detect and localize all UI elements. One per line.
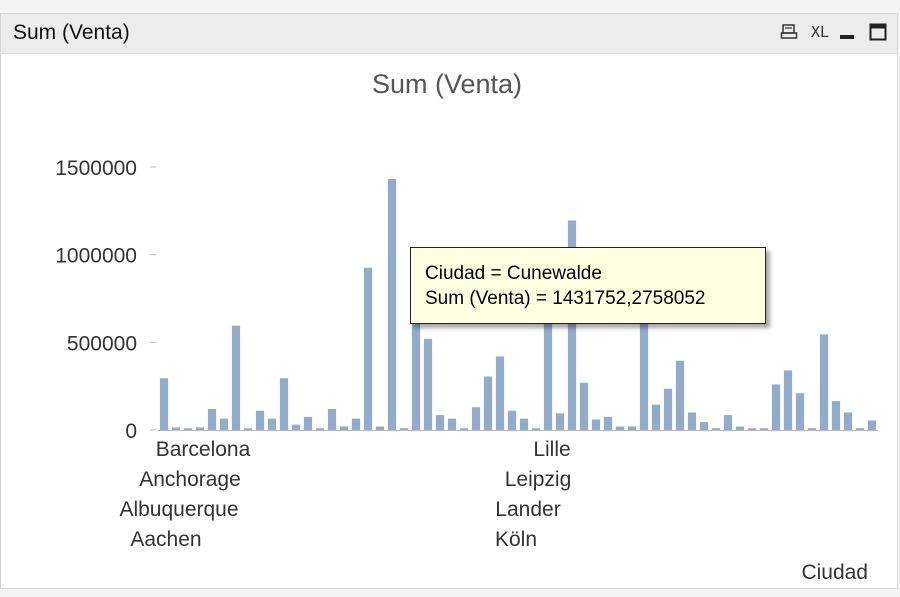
bar <box>435 415 445 430</box>
bar <box>171 427 181 430</box>
x-tick-label: Albuquerque <box>119 498 238 521</box>
xl-export-icon[interactable]: XL <box>810 23 830 41</box>
bar <box>159 378 169 430</box>
bar <box>531 428 541 430</box>
bar <box>795 393 805 430</box>
bar <box>303 416 313 431</box>
chart-title: Sum (Venta) <box>372 69 522 99</box>
bar <box>615 426 625 430</box>
bar <box>831 401 841 430</box>
bar <box>867 420 877 430</box>
bar <box>519 418 529 430</box>
bar <box>459 428 469 430</box>
bar <box>555 413 565 430</box>
bar <box>687 412 697 430</box>
bar <box>267 418 277 430</box>
bar <box>819 334 829 430</box>
bar <box>447 418 457 430</box>
bar <box>483 376 493 430</box>
bar <box>291 424 301 430</box>
bar <box>387 179 397 430</box>
hover-tooltip: Ciudad = Cunewalde Sum (Venta) = 1431752… <box>410 247 766 324</box>
bar <box>783 370 793 430</box>
y-tick-label: 500000 <box>67 332 137 355</box>
x-tick-label: Aachen <box>130 528 201 551</box>
bar <box>207 409 217 430</box>
bar <box>375 426 385 430</box>
bar <box>639 312 649 430</box>
bar <box>591 419 601 430</box>
bar <box>807 428 817 430</box>
x-tick-label: Leipzig <box>505 468 572 491</box>
bar <box>711 428 721 430</box>
bar <box>231 325 241 430</box>
bar <box>495 356 505 430</box>
bar <box>663 388 673 430</box>
bar <box>399 428 409 430</box>
bar <box>699 422 709 430</box>
y-tick-label: 1000000 <box>55 245 137 268</box>
y-tick-label: 1500000 <box>55 157 137 180</box>
bar <box>363 267 373 430</box>
bar <box>567 220 577 430</box>
window-title: Sum (Venta) <box>13 21 130 44</box>
bar <box>507 410 517 430</box>
x-axis-title: Ciudad <box>801 561 868 584</box>
bar <box>627 426 637 430</box>
x-tick-label: Lille <box>533 438 570 461</box>
bar <box>603 416 613 431</box>
x-tick-label: Köln <box>495 528 537 551</box>
print-icon[interactable] <box>779 22 799 42</box>
bar <box>651 404 661 430</box>
bar <box>735 426 745 430</box>
bar <box>423 338 433 430</box>
bar <box>411 323 421 430</box>
x-tick-label: Barcelona <box>156 438 251 461</box>
bar <box>339 426 349 430</box>
x-tick-label: Lander <box>495 498 560 521</box>
maximize-icon[interactable] <box>868 22 888 42</box>
bar <box>543 323 553 430</box>
bar <box>327 409 337 430</box>
bar <box>471 407 481 430</box>
bar <box>747 428 757 430</box>
bar <box>675 360 685 430</box>
window-caption-bar: Sum (Venta) XL <box>1 14 897 54</box>
x-tick-label: Anchorage <box>139 468 241 491</box>
tooltip-value-line: Sum (Venta) = 1431752,2758052 <box>425 288 706 309</box>
y-tick-label: 0 <box>125 420 137 443</box>
bar <box>255 410 265 430</box>
bar <box>723 415 733 430</box>
bar <box>279 378 289 430</box>
bar <box>771 384 781 430</box>
bar <box>843 412 853 430</box>
bar <box>579 382 589 430</box>
bar <box>351 418 361 430</box>
minimize-icon[interactable] <box>837 22 857 42</box>
bar <box>183 428 193 430</box>
bar <box>243 428 253 430</box>
bar <box>855 428 865 430</box>
bar <box>195 427 205 430</box>
tooltip-dimension-line: Ciudad = Cunewalde <box>425 263 602 284</box>
bar <box>219 418 229 430</box>
bar <box>759 428 769 430</box>
bar <box>315 428 325 430</box>
